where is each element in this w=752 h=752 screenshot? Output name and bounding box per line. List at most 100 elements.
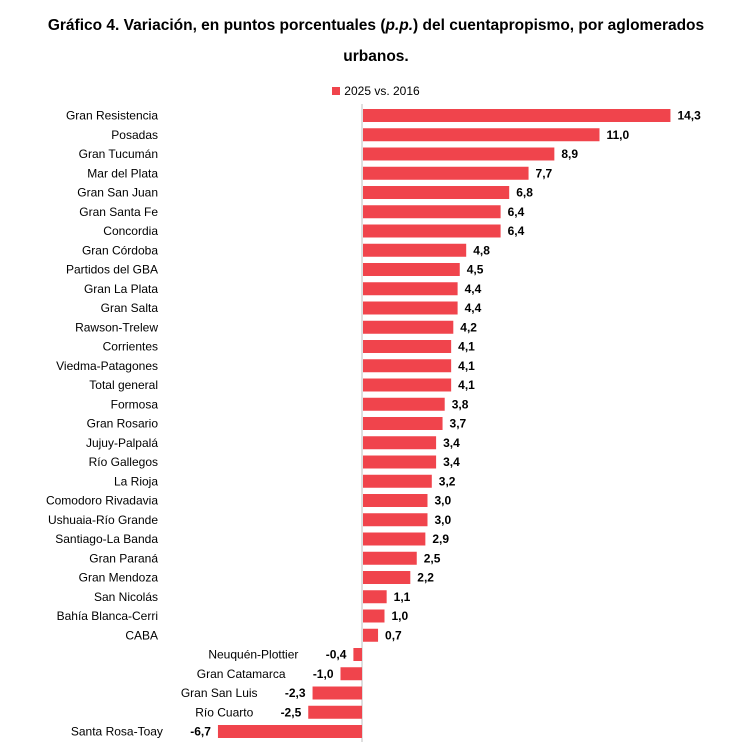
category-label: CABA — [125, 628, 158, 642]
category-label: Ushuaia-Río Grande — [48, 513, 158, 527]
category-label: Gran Paraná — [89, 551, 158, 565]
value-label: 3,8 — [452, 397, 469, 411]
category-label: Gran Rosario — [87, 417, 159, 431]
value-label: 6,8 — [516, 186, 533, 200]
category-label: Corrientes — [103, 340, 158, 354]
category-label: Bahía Blanca-Cerri — [57, 609, 158, 623]
value-label: 3,7 — [450, 417, 467, 431]
value-label: 3,0 — [435, 513, 452, 527]
category-label: San Nicolás — [94, 590, 158, 604]
bar — [363, 494, 428, 507]
category-label: Rawson-Trelew — [75, 320, 158, 334]
bar — [363, 340, 452, 353]
bar — [363, 128, 600, 142]
category-label: Río Gallegos — [89, 455, 158, 469]
category-label: Río Cuarto — [195, 705, 253, 719]
bar — [353, 648, 362, 661]
bar — [363, 513, 428, 527]
category-label: Gran La Plata — [84, 282, 158, 296]
value-label: 7,7 — [536, 166, 553, 180]
category-label: Total general — [89, 378, 158, 392]
bar — [363, 628, 379, 642]
bar — [363, 378, 452, 392]
category-label: Santiago-La Banda — [55, 532, 158, 546]
category-label: Mar del Plata — [87, 166, 158, 180]
title-prefix: Gráfico 4. Variación, en puntos porcentu… — [47, 17, 386, 34]
category-label: Santa Rosa-Toay — [71, 725, 163, 739]
value-label: 1,0 — [392, 609, 409, 623]
category-label: Gran Catamarca — [197, 667, 286, 681]
category-label: Gran Resistencia — [66, 109, 158, 123]
bar — [363, 417, 443, 430]
value-label: -2,5 — [281, 705, 302, 719]
category-label: Gran San Juan — [77, 186, 158, 200]
bar — [363, 243, 467, 257]
value-label: 2,2 — [417, 571, 434, 585]
category-label: La Rioja — [114, 474, 158, 488]
bar — [363, 436, 437, 450]
bar — [363, 166, 529, 180]
category-label: Gran San Luis — [181, 686, 258, 700]
legend-swatch — [332, 87, 341, 95]
value-label: -0,4 — [326, 648, 347, 662]
bar — [363, 224, 501, 238]
bar — [363, 571, 411, 584]
bar — [217, 725, 362, 738]
chart-title: Gráfico 4. Variación, en puntos porcentu… — [0, 10, 752, 72]
value-label: 1,1 — [394, 590, 411, 604]
category-label: Concordia — [103, 224, 158, 238]
value-label: 0,7 — [385, 628, 402, 642]
value-label: -1,0 — [313, 667, 334, 681]
value-label: 4,8 — [473, 243, 490, 257]
category-label: Gran Salta — [101, 301, 159, 315]
bar — [363, 205, 501, 219]
chart-title-line-2: urbanos. — [343, 48, 409, 65]
value-label: 4,1 — [458, 340, 475, 354]
bar — [363, 397, 445, 411]
value-label: 6,4 — [508, 205, 525, 219]
bar — [363, 263, 460, 276]
bar — [340, 667, 362, 681]
title-suffix: ) del cuentapropismo, por aglomerados — [413, 17, 705, 34]
value-label: 8,9 — [561, 147, 578, 161]
category-label: Gran Santa Fe — [79, 205, 158, 219]
bar — [363, 474, 432, 488]
value-label: 4,2 — [460, 320, 477, 334]
bar — [363, 186, 510, 199]
category-label: Formosa — [111, 397, 159, 411]
chart-legend: 2025 vs. 2016 — [0, 84, 752, 98]
bar — [363, 609, 385, 623]
bar — [363, 590, 387, 604]
value-label: 4,5 — [467, 263, 484, 277]
category-label: Viedma-Patagones — [56, 359, 158, 373]
value-label: 2,9 — [432, 532, 449, 546]
value-label: 14,3 — [677, 109, 701, 123]
value-label: 3,4 — [443, 436, 460, 450]
value-label: 4,1 — [458, 378, 475, 392]
value-label: 4,4 — [465, 301, 482, 315]
value-label: 2,5 — [424, 551, 441, 565]
bar — [312, 686, 362, 700]
title-italic: p.p. — [385, 17, 414, 34]
value-label: 3,4 — [443, 455, 460, 469]
category-label: Jujuy-Palpalá — [86, 436, 158, 450]
bar — [363, 532, 426, 546]
chart-title-line-1: Gráfico 4. Variación, en puntos porcentu… — [0, 10, 752, 41]
value-label: 4,1 — [458, 359, 475, 373]
category-label: Gran Mendoza — [79, 571, 159, 585]
value-label: -2,3 — [285, 686, 306, 700]
bar — [363, 109, 671, 122]
value-label: 3,0 — [435, 494, 452, 508]
value-label: 11,0 — [607, 128, 630, 142]
legend-label: 2025 vs. 2016 — [344, 84, 420, 98]
bar — [363, 551, 417, 565]
bar — [308, 705, 362, 719]
category-label: Neuquén-Plottier — [208, 648, 298, 662]
bar — [363, 147, 555, 161]
bar — [363, 282, 458, 296]
value-label: 6,4 — [508, 224, 525, 238]
category-label: Comodoro Rivadavia — [46, 494, 158, 508]
category-label: Partidos del GBA — [66, 263, 158, 277]
bar — [363, 359, 452, 373]
